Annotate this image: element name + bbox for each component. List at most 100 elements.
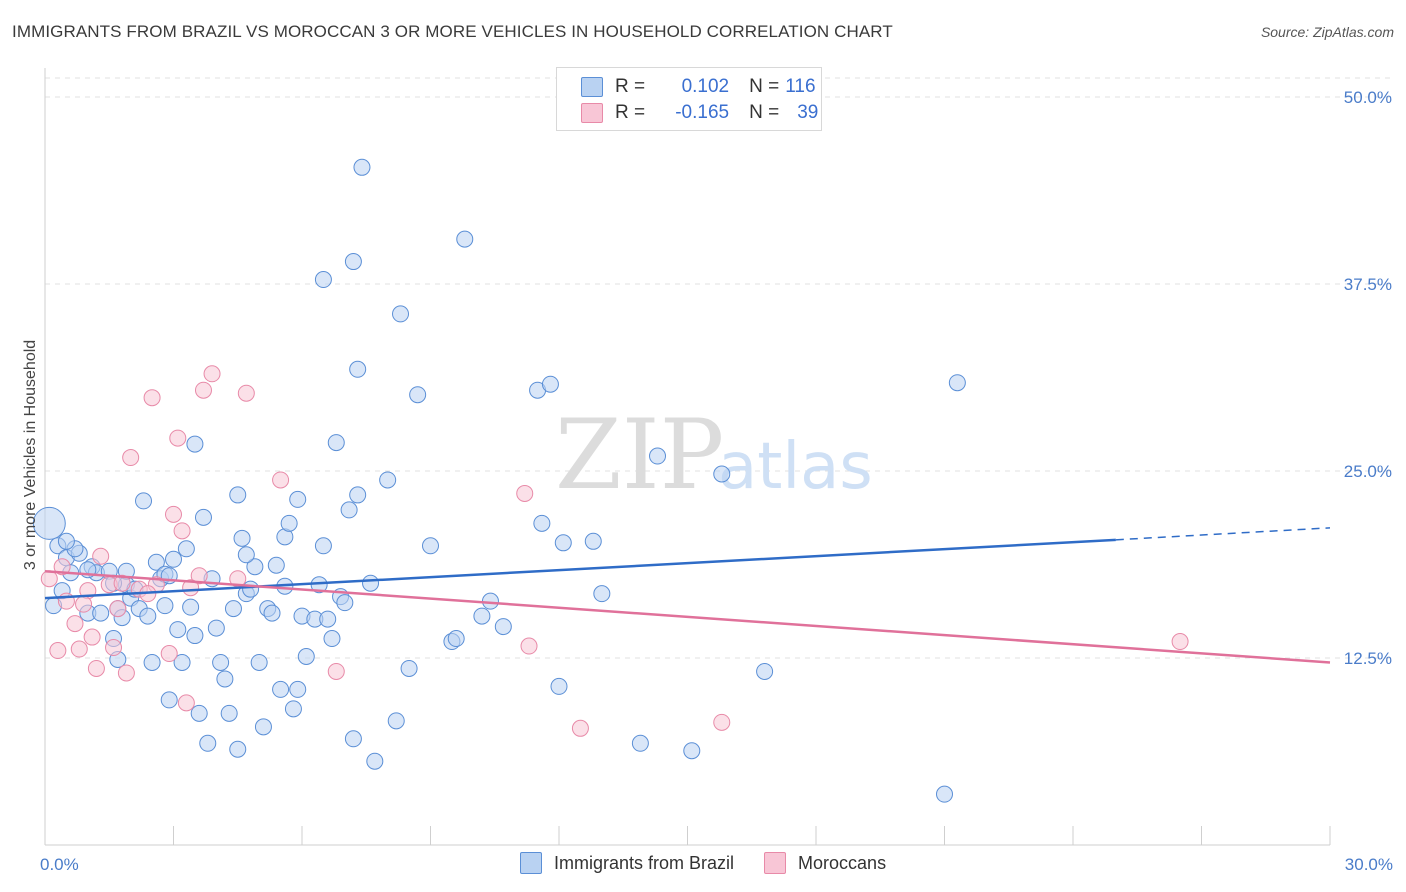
brazil-point — [387, 712, 405, 730]
brazil-point — [156, 597, 174, 615]
brazil-point — [169, 621, 187, 639]
moroccan-point — [237, 384, 255, 402]
brazil-point — [229, 740, 247, 758]
brazil-swatch — [520, 852, 542, 874]
brazil-point — [409, 386, 427, 404]
moroccan-points — [40, 365, 1189, 737]
y-tick-label: 50.0% — [1344, 88, 1392, 107]
moroccan-point — [169, 429, 187, 447]
brazil-point — [314, 271, 332, 289]
brazil-point — [289, 490, 307, 508]
brazil-point — [186, 435, 204, 453]
brazil-point — [254, 718, 272, 736]
brazil-point — [314, 537, 332, 555]
brazil-point — [422, 537, 439, 555]
brazil-trend-extension — [1115, 527, 1331, 541]
brazil-point — [182, 598, 200, 616]
moroccan-point — [83, 628, 101, 646]
brazil-point — [190, 704, 208, 722]
legend-row-moroccans: R = -0.165 N = 39 — [581, 101, 818, 125]
brazil-point — [220, 704, 238, 722]
y-axis-title: 3 or more Vehicles in Household — [22, 340, 39, 570]
brazil-point — [541, 375, 559, 393]
brazil-point — [57, 532, 75, 550]
brazil-point — [319, 610, 337, 628]
moroccan-point — [53, 558, 71, 576]
brazil-point — [336, 594, 354, 612]
brazil-point — [481, 592, 499, 610]
moroccan-point — [203, 365, 221, 383]
legend-label-moroccans: Moroccans — [798, 852, 887, 873]
brazil-point — [554, 534, 572, 552]
brazil-point — [323, 630, 341, 648]
moroccan-point — [177, 694, 195, 712]
brazil-point — [349, 360, 367, 378]
legend-item-moroccans[interactable]: Moroccans — [764, 852, 886, 874]
r-value: -0.165 — [675, 102, 730, 123]
brazil-point — [948, 374, 966, 392]
brazil-point — [349, 486, 367, 504]
brazil-point — [246, 558, 264, 576]
moroccan-point — [122, 449, 140, 467]
brazil-point — [207, 619, 225, 637]
brazil-point — [280, 514, 298, 532]
brazil-point — [143, 653, 161, 671]
moroccan-point — [49, 642, 67, 660]
brazil-point — [362, 574, 380, 592]
n-value: 39 — [797, 102, 819, 123]
x-tick-label: 0.0% — [40, 855, 79, 874]
moroccan-point — [113, 574, 131, 592]
moroccan-point — [516, 484, 534, 502]
moroccan-point — [272, 471, 290, 489]
brazil-point — [216, 670, 234, 688]
axes — [44, 68, 1331, 846]
brazil-point — [199, 734, 217, 752]
n-value: 116 — [785, 76, 816, 97]
brazil-point — [327, 434, 345, 452]
y-tick-label: 37.5% — [1344, 275, 1392, 294]
moroccan-point — [713, 713, 731, 731]
brazil-point — [533, 514, 551, 532]
watermark: ZIP atlas — [555, 399, 873, 511]
brazil-point — [456, 230, 474, 248]
brazil-point — [250, 653, 268, 671]
brazil-swatch — [581, 77, 603, 97]
brazil-point — [237, 546, 255, 564]
trend-lines — [44, 527, 1331, 664]
moroccan-point — [87, 659, 105, 677]
legend-row-brazil: R = 0.102 N = 116 — [581, 75, 816, 99]
brazil-point — [135, 492, 153, 510]
brazil-point — [173, 653, 191, 671]
moroccan-point — [66, 615, 84, 633]
moroccan-point — [109, 600, 127, 618]
moroccan-point — [571, 719, 589, 737]
brazil-point — [344, 730, 362, 748]
n-label: N = — [749, 102, 780, 123]
y-tick-label: 12.5% — [1344, 649, 1392, 668]
brazil-trend-line — [44, 538, 1116, 600]
brazil-point — [379, 471, 397, 489]
moroccan-point — [70, 640, 88, 658]
source-label: Source: ZipAtlas.com — [1260, 24, 1394, 40]
legend-label-brazil: Immigrants from Brazil — [554, 852, 735, 873]
brazil-point — [224, 600, 242, 618]
brazil-point — [400, 659, 418, 677]
moroccan-point — [143, 389, 161, 407]
brazil-point — [631, 734, 649, 752]
brazil-point — [147, 553, 165, 571]
brazil-point — [263, 604, 281, 622]
legend-item-brazil[interactable]: Immigrants from Brazil — [520, 852, 734, 874]
brazil-point — [353, 158, 371, 176]
brazil-point — [160, 691, 178, 709]
brazil-point — [32, 506, 66, 540]
moroccan-point — [92, 547, 110, 565]
brazil-point — [165, 550, 182, 568]
moroccan-point — [327, 662, 345, 680]
brazil-point — [494, 618, 512, 636]
moroccan-trend-line — [44, 569, 1331, 664]
r-label: R = — [615, 102, 646, 123]
brazil-point — [649, 447, 667, 465]
moroccan-point — [117, 664, 135, 682]
brazil-point — [242, 580, 260, 598]
brazil-point — [392, 305, 410, 323]
